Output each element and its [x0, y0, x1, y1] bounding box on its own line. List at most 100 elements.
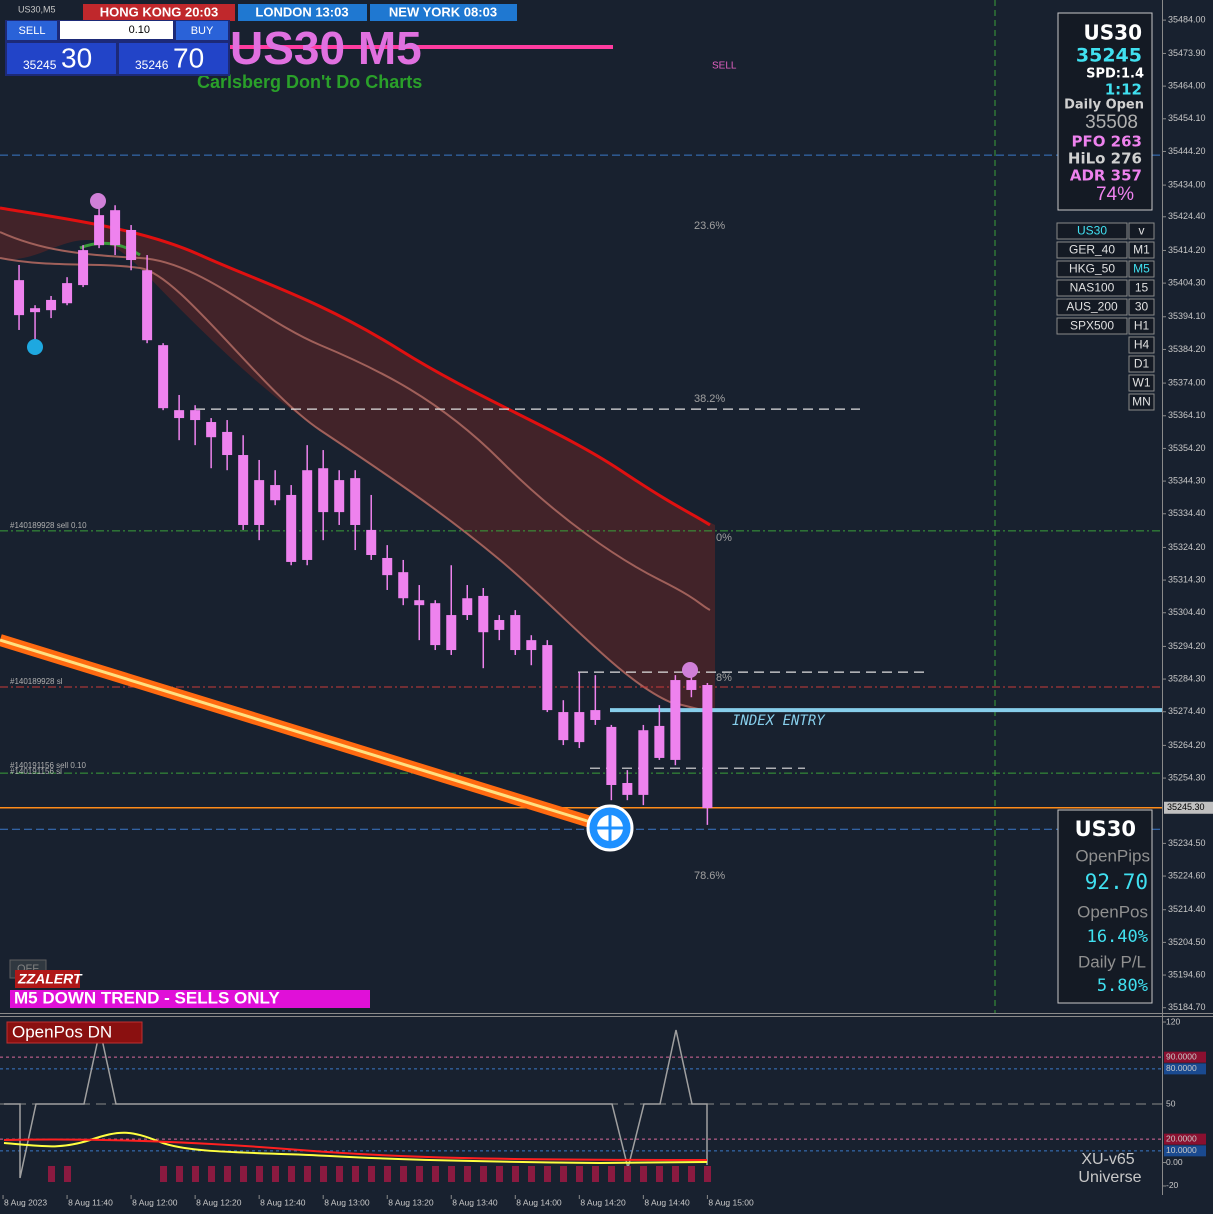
- timeframe-label[interactable]: v: [1139, 224, 1145, 238]
- y-tick-label: 0.00: [1166, 1157, 1183, 1167]
- timeframe-button[interactable]: [1128, 336, 1155, 354]
- candle-body: [478, 595, 489, 633]
- zzalert-box: [15, 970, 80, 988]
- candle-body: [62, 283, 73, 304]
- symbol-button[interactable]: [1056, 241, 1128, 259]
- histogram-bar: [416, 1166, 423, 1182]
- session-box: [238, 4, 367, 21]
- timeframe-label[interactable]: 15: [1135, 281, 1149, 295]
- info-price: 35245: [1076, 45, 1142, 67]
- timeframe-label[interactable]: M1: [1133, 243, 1150, 257]
- histogram-bar: [432, 1166, 439, 1182]
- lot-value[interactable]: 0.10: [129, 24, 150, 36]
- ema-fill: [0, 208, 715, 712]
- timeframe-button[interactable]: [1128, 279, 1155, 297]
- timeframe-button[interactable]: [1128, 393, 1155, 411]
- timeframe-label[interactable]: W1: [1133, 376, 1151, 390]
- x-tick-label: 8 Aug 13:00: [324, 1197, 370, 1207]
- buy-button-label[interactable]: BUY: [191, 25, 214, 37]
- open-symbol: US30: [1075, 817, 1136, 841]
- histogram-bar: [672, 1166, 679, 1182]
- timeframe-button[interactable]: [1128, 355, 1155, 373]
- histogram-bar: [272, 1166, 279, 1182]
- order-label: #140189928 sl: [10, 677, 63, 686]
- candle-body: [158, 345, 169, 409]
- candle-body: [270, 485, 281, 501]
- y-tick-label: 35234.50: [1168, 838, 1206, 848]
- symbol-label[interactable]: GER_40: [1069, 243, 1115, 257]
- trend-box: [10, 990, 370, 1008]
- x-tick-label: 8 Aug 13:40: [452, 1197, 498, 1207]
- sell-button-label[interactable]: SELL: [19, 25, 46, 37]
- sell-button[interactable]: [7, 21, 57, 40]
- histogram-bar: [64, 1166, 71, 1182]
- fib-label: 38.2%: [694, 393, 725, 405]
- histogram-bar: [208, 1166, 215, 1182]
- symbol-button[interactable]: [1056, 298, 1128, 316]
- timeframe-button[interactable]: [1128, 260, 1155, 278]
- timeframe-button[interactable]: [1128, 222, 1155, 240]
- level-tag: [1164, 1145, 1206, 1157]
- timeframe-label[interactable]: H4: [1134, 338, 1150, 352]
- timeframe-label[interactable]: MN: [1132, 395, 1151, 409]
- timeframe-label[interactable]: M5: [1133, 262, 1150, 276]
- timeframe-button[interactable]: [1128, 374, 1155, 392]
- y-tick-label: 35374.00: [1168, 377, 1206, 387]
- symbol-label[interactable]: US30: [1077, 224, 1107, 238]
- bid-box[interactable]: [7, 43, 116, 74]
- x-tick-label: 8 Aug 12:00: [132, 1197, 178, 1207]
- timeframe-label[interactable]: D1: [1134, 357, 1150, 371]
- x-tick-label: 8 Aug 13:20: [388, 1197, 434, 1207]
- histogram-bar: [352, 1166, 359, 1182]
- y-tick-label: 35214.40: [1168, 904, 1206, 914]
- symbol-button[interactable]: [1056, 317, 1128, 335]
- symbol-label[interactable]: NAS100: [1070, 281, 1115, 295]
- symbol-label[interactable]: HKG_50: [1069, 262, 1115, 276]
- candle-body: [622, 783, 633, 795]
- candle-body: [78, 250, 89, 286]
- histogram-bar: [400, 1166, 407, 1182]
- ask-box[interactable]: [119, 43, 228, 74]
- symbol-button[interactable]: [1056, 222, 1128, 240]
- candle-body: [670, 680, 681, 760]
- y-tick-label: 10.0000: [1166, 1145, 1197, 1155]
- y-tick-label: 35314.30: [1168, 574, 1206, 584]
- timeframe-label[interactable]: 30: [1135, 300, 1149, 314]
- y-tick-label: 35464.00: [1168, 80, 1206, 90]
- buy-button[interactable]: [176, 21, 228, 40]
- timeframe-button[interactable]: [1128, 317, 1155, 335]
- histogram-bar: [576, 1166, 583, 1182]
- symbol-button[interactable]: [1056, 260, 1128, 278]
- indicator-footer: XU-v65: [1081, 1151, 1134, 1168]
- timeframe-button[interactable]: [1128, 241, 1155, 259]
- y-tick-label: -20: [1166, 1180, 1179, 1190]
- histogram-bar: [512, 1166, 519, 1182]
- symbol-button[interactable]: [1056, 279, 1128, 297]
- histogram-bar: [240, 1166, 247, 1182]
- indicator-footer: Universe: [1078, 1169, 1141, 1186]
- histogram-bar: [688, 1166, 695, 1182]
- candle-body: [398, 572, 409, 599]
- histogram-bar: [256, 1166, 263, 1182]
- candle-body: [574, 712, 585, 743]
- symbol-label[interactable]: AUS_200: [1066, 300, 1118, 314]
- candle-body: [686, 680, 697, 690]
- lot-input[interactable]: [60, 21, 173, 39]
- candle-body: [14, 280, 25, 316]
- histogram-bar: [624, 1166, 631, 1182]
- fib-label: 8%: [716, 672, 732, 684]
- candle-body: [702, 685, 713, 809]
- indicator-title-box: [6, 1021, 143, 1044]
- session-time: LONDON 13:03: [255, 4, 348, 19]
- y-tick-label: 35264.20: [1168, 740, 1206, 750]
- timeframe-button[interactable]: [1128, 298, 1155, 316]
- histogram-bar: [448, 1166, 455, 1182]
- y-tick-label: 35434.00: [1168, 179, 1206, 189]
- symbol-label[interactable]: SPX500: [1070, 319, 1114, 333]
- y-tick-label: 35473.90: [1168, 48, 1206, 58]
- info-spread: SPD:1.4: [1086, 67, 1144, 82]
- x-tick-label: 8 Aug 14:00: [516, 1197, 562, 1207]
- candle-body: [430, 603, 441, 646]
- timeframe-label[interactable]: H1: [1134, 319, 1150, 333]
